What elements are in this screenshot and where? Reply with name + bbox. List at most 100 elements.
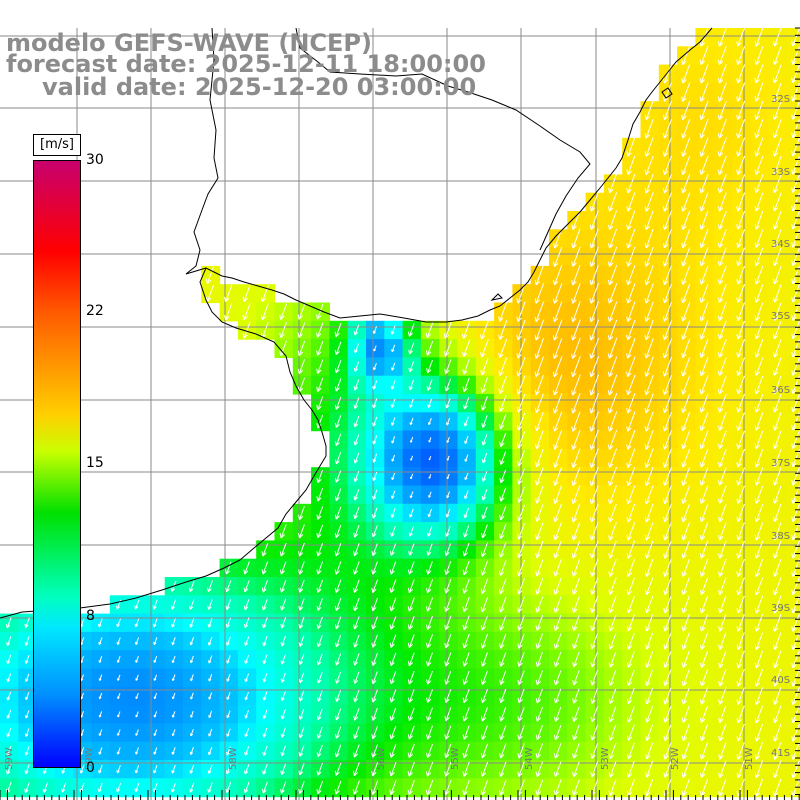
wind-arrow (171, 637, 176, 646)
wind-arrow (242, 321, 251, 339)
wind-arrow (736, 247, 745, 267)
wind-arrow (298, 598, 305, 611)
wind-arrow (589, 319, 600, 341)
wind-arrow (772, 101, 782, 120)
wind-arrow (389, 671, 397, 685)
wind-arrow (371, 726, 378, 740)
wind-cell (786, 668, 800, 688)
wind-arrow (644, 430, 654, 450)
wind-arrow (135, 693, 139, 700)
wind-arrow (699, 614, 709, 632)
wind-arrow (644, 559, 654, 577)
wind-arrow (699, 724, 709, 742)
wind-arrow (189, 599, 195, 610)
wind-arrow (736, 669, 745, 687)
wind-arrow (754, 412, 764, 431)
wind-arrow (426, 597, 434, 612)
wind-arrow (426, 579, 434, 594)
wind-arrow (335, 671, 342, 684)
wind-arrow (699, 485, 709, 504)
wind-arrow (334, 744, 342, 758)
wind-cell (786, 375, 800, 395)
wind-arrow (607, 301, 618, 323)
wind-arrow (662, 265, 672, 285)
wind-arrow (590, 688, 598, 704)
wind-arrow (98, 618, 103, 628)
wind-arrow (98, 692, 103, 700)
wind-arrow (499, 743, 507, 759)
wind-arrow (736, 192, 746, 212)
wind-arrow (534, 374, 544, 396)
wind-arrow (353, 744, 360, 758)
wind-arrow (589, 356, 600, 378)
wind-arrow (225, 764, 231, 775)
wind-arrow (608, 448, 618, 468)
wind-arrow (754, 339, 764, 358)
wind-arrow (425, 322, 434, 339)
wind-arrow (316, 708, 323, 720)
wind-arrow (773, 723, 782, 742)
wind-arrow (589, 246, 599, 267)
wind-arrow (662, 137, 672, 157)
wind-arrow (226, 636, 231, 646)
wind-arrow (262, 673, 268, 683)
wind-arrow (644, 393, 654, 414)
wind-arrow (773, 504, 782, 523)
wind-arrow (736, 595, 745, 614)
wind-arrow (226, 728, 231, 737)
wind-arrow (445, 417, 451, 426)
wind-arrow (61, 782, 67, 793)
wind-arrow (571, 283, 581, 304)
wind-arrow (517, 725, 525, 740)
wind-arrow (334, 396, 342, 410)
wind-arrow (718, 540, 727, 559)
wind-cell (786, 577, 800, 596)
wind-arrow (590, 651, 599, 668)
lon-label: 52W (670, 747, 681, 770)
wind-arrow (317, 690, 323, 702)
wind-arrow (445, 508, 451, 518)
wind-arrow (626, 540, 636, 559)
wind-arrow (572, 614, 580, 631)
wind-arrow (699, 522, 709, 541)
wind-arrow (427, 526, 433, 537)
wind-arrow (553, 651, 562, 668)
wind-arrow (444, 725, 452, 740)
wind-arrow (772, 46, 782, 65)
wind-arrow (316, 488, 324, 502)
wind-arrow (498, 560, 507, 576)
wind-arrow (754, 778, 764, 797)
wind-arrow (736, 393, 745, 413)
wind-arrow (791, 174, 800, 193)
wind-arrow (462, 542, 470, 557)
wind-arrow (334, 415, 342, 428)
wind-arrow (534, 265, 544, 286)
wind-arrow (480, 689, 488, 704)
wind-arrow (736, 265, 745, 285)
wind-arrow (116, 747, 121, 755)
wind-arrow (626, 192, 636, 212)
wind-arrow (571, 522, 581, 541)
wind-arrow (553, 522, 562, 541)
wind-arrow (389, 689, 397, 703)
wind-arrow (571, 374, 581, 396)
wind-arrow (316, 341, 324, 356)
wind-arrow (571, 301, 581, 323)
wind-arrow (353, 379, 360, 391)
wind-arrow (444, 689, 452, 703)
wind-arrow (736, 320, 745, 340)
wind-arrow (426, 359, 433, 374)
wind-arrow (353, 507, 360, 520)
wind-arrow (718, 742, 727, 760)
wind-arrow (225, 617, 231, 628)
wind-arrow (754, 522, 764, 541)
wind-arrow (644, 374, 654, 396)
wind-arrow (353, 762, 360, 777)
wind-arrow (699, 669, 709, 687)
wind-arrow (772, 266, 782, 285)
wind-arrow (534, 301, 545, 323)
wind-arrow (462, 633, 470, 649)
wind-arrow (644, 540, 654, 559)
wind-arrow (408, 342, 415, 355)
wind-arrow (353, 671, 360, 684)
